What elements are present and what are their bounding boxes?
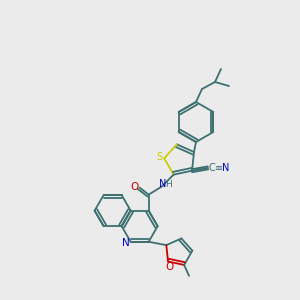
Text: O: O: [130, 182, 139, 192]
Text: ≡: ≡: [215, 163, 223, 173]
Text: S: S: [156, 152, 162, 162]
Text: N: N: [122, 238, 130, 248]
Text: C: C: [208, 163, 215, 173]
Text: N: N: [222, 163, 230, 173]
Text: O: O: [165, 262, 173, 272]
Text: H: H: [165, 180, 172, 189]
Text: N: N: [159, 178, 166, 189]
